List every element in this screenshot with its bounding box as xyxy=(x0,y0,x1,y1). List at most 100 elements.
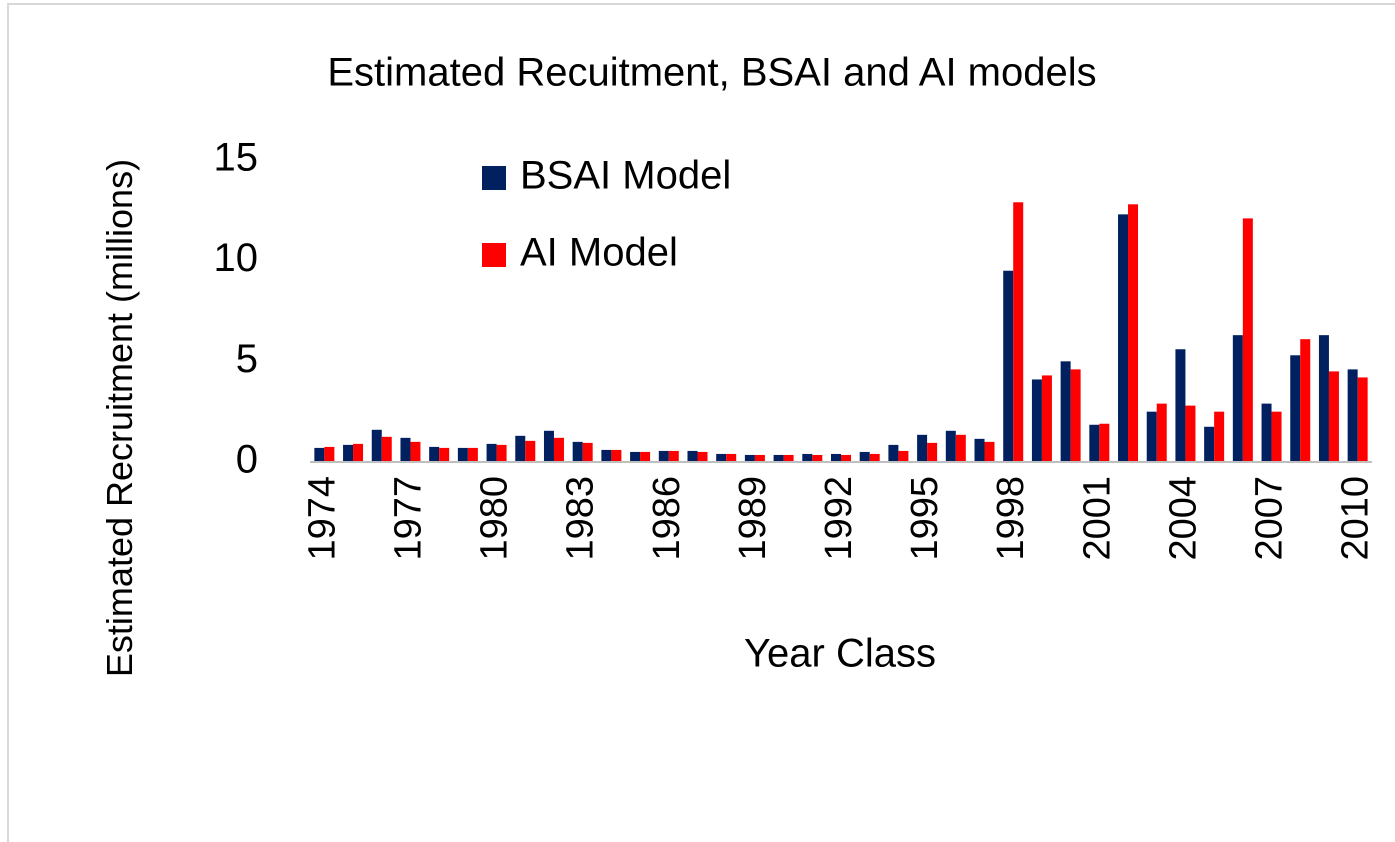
x-tick-label: 1977 xyxy=(387,476,429,561)
bar xyxy=(687,450,698,462)
bar xyxy=(945,430,956,462)
x-tick-label: 1983 xyxy=(560,476,602,561)
bar xyxy=(410,441,421,462)
bar xyxy=(1041,375,1052,462)
bar xyxy=(1146,411,1157,462)
bar xyxy=(553,437,564,462)
bar xyxy=(841,454,851,462)
y-tick-label: 0 xyxy=(236,438,258,482)
bar xyxy=(1328,371,1339,462)
bar xyxy=(1099,423,1110,462)
bar xyxy=(457,447,468,462)
y-tick-label: 10 xyxy=(214,236,259,280)
bar xyxy=(1214,411,1225,462)
chart-frame xyxy=(7,3,1395,842)
bar xyxy=(955,434,966,462)
bar xyxy=(525,440,536,462)
bar xyxy=(582,442,593,462)
y-tick-label: 5 xyxy=(236,337,258,381)
bar xyxy=(658,450,669,462)
bar xyxy=(640,451,651,462)
bar xyxy=(630,451,641,462)
bar xyxy=(1204,426,1215,462)
bar xyxy=(984,441,995,462)
bar xyxy=(1013,202,1024,462)
bar xyxy=(515,435,526,462)
bar xyxy=(668,450,679,462)
chart-title: Estimated Recuitment, BSAI and AI models xyxy=(327,51,1096,95)
bar xyxy=(1347,369,1358,462)
bar xyxy=(314,447,325,462)
x-tick-label: 2004 xyxy=(1162,476,1204,561)
bar xyxy=(1070,369,1081,462)
y-tick-label: 15 xyxy=(214,136,259,180)
bar xyxy=(1089,424,1100,462)
x-tick-label: 1980 xyxy=(474,476,516,561)
x-axis-title: Year Class xyxy=(744,632,936,676)
bar xyxy=(697,451,708,462)
bar xyxy=(1242,218,1253,462)
bar xyxy=(439,447,450,462)
legend-label: AI Model xyxy=(520,231,678,275)
bar xyxy=(496,444,507,462)
bar xyxy=(974,438,985,462)
bar xyxy=(726,453,737,462)
x-tick-label: 1995 xyxy=(904,476,946,561)
bar xyxy=(429,446,440,462)
legend-label: BSAI Model xyxy=(520,154,731,198)
bar xyxy=(601,449,612,462)
bar xyxy=(1261,403,1272,462)
x-tick-label: 1998 xyxy=(990,476,1032,561)
bar xyxy=(1128,204,1139,462)
bar xyxy=(927,442,938,462)
bar xyxy=(381,436,392,462)
x-tick-label: 2010 xyxy=(1335,476,1377,561)
bar xyxy=(1060,361,1071,462)
bar xyxy=(572,441,583,462)
bar xyxy=(324,446,335,462)
bar xyxy=(888,444,899,462)
bar xyxy=(1185,405,1196,462)
legend-swatch xyxy=(482,166,506,190)
bar xyxy=(467,447,478,462)
bar xyxy=(1290,355,1301,462)
bar xyxy=(1271,411,1282,462)
bar xyxy=(543,430,554,462)
bar xyxy=(812,454,823,462)
bar xyxy=(898,450,909,462)
bar xyxy=(773,454,784,462)
bar xyxy=(1357,377,1368,462)
bar xyxy=(1175,349,1186,462)
bar xyxy=(1318,335,1329,462)
bar xyxy=(611,449,622,462)
bar xyxy=(486,443,497,462)
x-tick-label: 1986 xyxy=(646,476,688,561)
bar xyxy=(744,454,755,462)
bar xyxy=(400,437,411,462)
bar xyxy=(1232,335,1243,462)
y-axis-title: Estimated Recruitment (millions) xyxy=(99,158,140,678)
x-tick-label: 2007 xyxy=(1249,476,1291,561)
bar xyxy=(1156,403,1167,462)
x-tick-label: 1974 xyxy=(301,476,343,561)
bar xyxy=(831,453,841,462)
bar xyxy=(1300,339,1311,462)
bar xyxy=(1118,214,1129,462)
bar xyxy=(802,453,813,462)
bar xyxy=(1031,379,1042,462)
bar xyxy=(859,451,870,462)
x-tick-label: 1989 xyxy=(732,476,774,561)
x-tick-label: 1992 xyxy=(818,476,860,561)
bar xyxy=(917,434,928,462)
bar xyxy=(371,429,382,462)
bar xyxy=(783,454,794,462)
legend-swatch xyxy=(482,243,506,267)
bar xyxy=(716,453,727,462)
bar xyxy=(754,454,765,462)
bar xyxy=(869,453,880,462)
bar xyxy=(1003,270,1014,462)
bar xyxy=(343,444,354,462)
bar xyxy=(353,443,364,462)
